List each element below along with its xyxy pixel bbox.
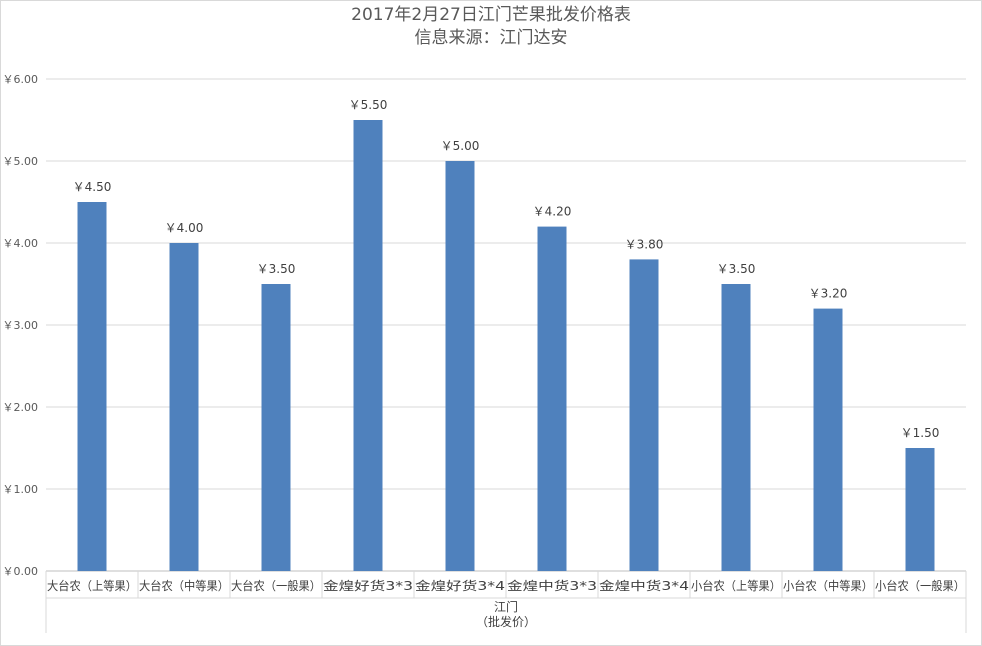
- category-label: 小台农（一般果）: [875, 578, 965, 593]
- bar: [353, 120, 383, 571]
- category-label: 金煌中货3*4: [599, 578, 689, 593]
- data-label: ￥3.20: [809, 287, 848, 301]
- data-label: ￥4.20: [533, 205, 572, 219]
- bar: [537, 226, 567, 571]
- bar: [77, 202, 107, 571]
- bar: [169, 243, 199, 571]
- category-label: 金煌好货3*3: [323, 578, 413, 593]
- y-axis-ticks: ￥0.00 ￥1.00 ￥2.00 ￥3.00 ￥4.00 ￥5.00 ￥6.00: [3, 73, 39, 578]
- y-tick-label: ￥4.00: [3, 237, 39, 250]
- group-sublabel: （批发价）: [476, 614, 536, 629]
- data-label: ￥5.50: [349, 98, 388, 112]
- data-label: ￥4.50: [73, 180, 112, 194]
- category-label: 大台农（中等果）: [139, 578, 229, 593]
- category-label: 小台农（中等果）: [783, 578, 873, 593]
- gridlines: [45, 78, 967, 633]
- bar: [905, 448, 935, 571]
- category-label: 金煌中货3*3: [507, 578, 597, 593]
- chart-subtitle: 信息来源：江门达安: [414, 28, 568, 48]
- group-axis: 江门 （批发价）: [476, 599, 536, 629]
- chart-title: 2017年2月27日江门芒果批发价格表: [351, 5, 631, 25]
- bars: [77, 120, 935, 571]
- category-labels: 大台农（上等果）大台农（中等果）大台农（一般果）金煌好货3*3 金煌好货3*4 金煌…: [47, 578, 965, 593]
- bar: [629, 259, 659, 571]
- data-label: ￥1.50: [901, 426, 940, 440]
- bar: [721, 284, 751, 571]
- data-label: ￥3.50: [717, 262, 756, 276]
- group-label: 江门: [494, 599, 518, 614]
- y-tick-label: ￥2.00: [3, 401, 39, 414]
- data-label: ￥5.00: [441, 139, 480, 153]
- category-label: 大台农（上等果）: [47, 578, 137, 593]
- data-label: ￥3.50: [257, 262, 296, 276]
- data-label: ￥4.00: [165, 221, 204, 235]
- y-tick-label: ￥1.00: [3, 483, 39, 496]
- y-tick-label: ￥0.00: [3, 565, 39, 578]
- y-tick-label: ￥6.00: [3, 73, 39, 86]
- data-labels: ￥4.50 ￥4.00 ￥3.50 ￥5.50 ￥5.00 ￥4.20 ￥3.80 ￥3.50…: [73, 98, 940, 440]
- category-label: 小台农（上等果）: [691, 578, 781, 593]
- y-tick-label: ￥5.00: [3, 155, 39, 168]
- category-label: 金煌好货3*4: [415, 578, 505, 593]
- bar: [813, 308, 843, 571]
- bar: [445, 161, 475, 571]
- category-label: 大台农（一般果）: [231, 578, 321, 593]
- data-label: ￥3.80: [625, 237, 664, 251]
- y-tick-label: ￥3.00: [3, 319, 39, 332]
- bar: [261, 284, 291, 571]
